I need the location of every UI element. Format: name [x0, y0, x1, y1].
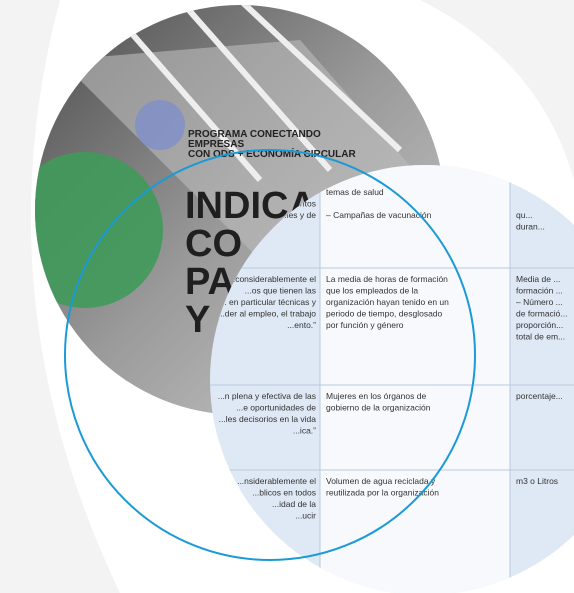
cell-text: ... en particular técnicas y [220, 297, 317, 307]
outline-circle [64, 149, 476, 561]
cell-text: ...der al empleo, el trabajo [218, 309, 317, 319]
cell-text: ...considerablemente el [228, 274, 316, 284]
cell-text: La media de horas de formación [326, 274, 448, 284]
cell-text: ...blicos en todos [252, 488, 316, 498]
cell-text: m3 o Litros [516, 476, 558, 486]
cell-text: por función y género [326, 320, 404, 330]
cell-text: qu... [516, 210, 533, 220]
cell-text: ...les decisorios en la vida [219, 414, 317, 424]
background-swoosh [420, 0, 574, 180]
headline: Y [185, 299, 210, 341]
cell-text: formación ... [516, 286, 563, 296]
background-swoosh [0, 0, 120, 593]
cell-text: porcentaje... [516, 391, 563, 401]
cell-text: de formació... [516, 309, 568, 319]
headline: PA [185, 261, 235, 303]
table-cell [509, 469, 574, 593]
cell-text: Media de ... [516, 274, 560, 284]
program-title: EMPRESAS [188, 139, 244, 150]
cell-text: ...ento.” [287, 320, 316, 330]
program-title: PROGRAMA CONECTANDO [188, 129, 321, 140]
cell-text: Mujeres en los órganos de [326, 391, 426, 401]
table-cell [319, 384, 511, 471]
cell-text: – Campañas de vacunación [326, 210, 432, 220]
cell-text: ...nsiderablemente el [237, 476, 316, 486]
cell-text: ...n plena y efectiva de las [218, 391, 316, 401]
accent-circle [135, 100, 185, 150]
cell-text: organización hayan tenido en un [326, 297, 449, 307]
cell-text: que los empleados de la [326, 286, 418, 296]
cell-text: ...e oportunidades de [236, 403, 316, 413]
headline: CO [185, 223, 242, 265]
cell-text: ...ucir [295, 511, 316, 521]
table-cell [319, 267, 511, 386]
cell-text: duran... [516, 222, 545, 232]
cell-text: periodo de tiempo, desglosado [326, 309, 443, 319]
cell-text: ...les y de [280, 210, 317, 220]
cell-text: proporción... [516, 320, 563, 330]
program-title: CON ODS + ECONOMÍA CIRCULAR [188, 147, 356, 160]
cell-text: total de em... [516, 332, 565, 342]
cell-text: ...idad de la [272, 499, 316, 509]
cell-text: reutilizada por la organización [326, 488, 439, 498]
cell-text: ...ica.” [293, 426, 316, 436]
cell-text: – Número ... [516, 297, 563, 307]
cell-text: temas de salud [326, 187, 384, 197]
cell-text: Volumen de agua reciclada y [326, 476, 436, 486]
cell-text: gobierno de la organización [326, 403, 431, 413]
cell-text: ...os que tienen las [245, 286, 316, 296]
table-cell [319, 165, 511, 269]
table-cell [319, 469, 511, 593]
